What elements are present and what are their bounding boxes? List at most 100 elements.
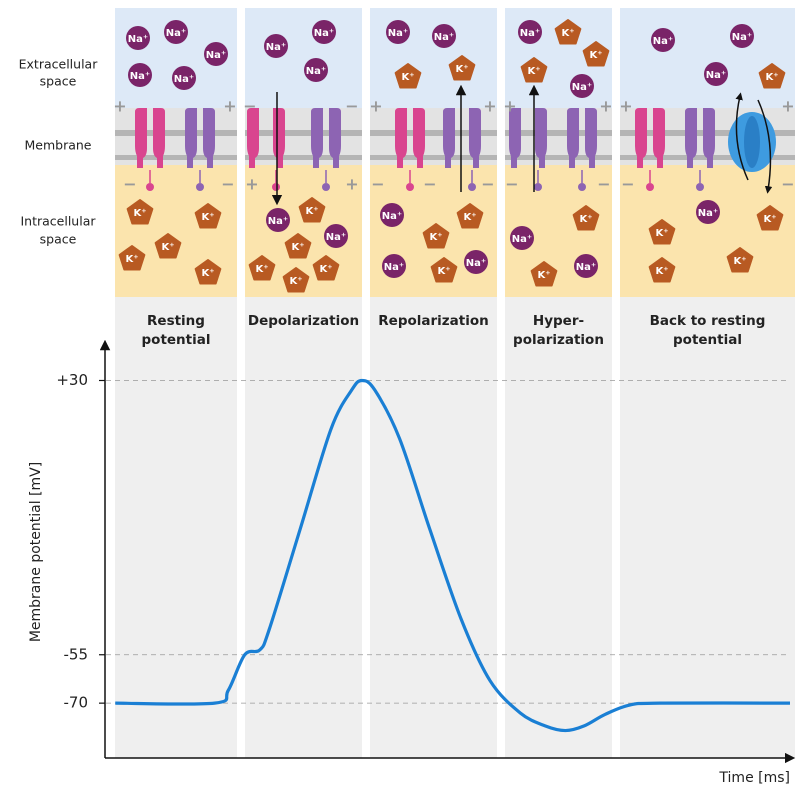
channel-half [247,108,259,168]
potassium-ion [756,205,784,231]
membrane-line [115,155,237,160]
ion-label: Na⁺ [174,74,194,85]
charge-sign: + [781,97,794,116]
channel-gate [146,183,154,191]
potassium-ion [448,55,476,81]
potassium-ion [118,245,146,271]
ion-label: Na⁺ [576,262,596,273]
ion-label: Na⁺ [653,36,673,47]
charge-sign: + [345,175,358,194]
ion-label: Na⁺ [326,232,346,243]
potassium-ion [530,261,558,287]
charge-sign: − [243,97,256,116]
ion-flow-arrow [735,92,749,181]
sodium-ion [574,254,598,278]
channel-gate [196,183,204,191]
charge-sign: + [113,97,126,116]
potassium-ion [726,247,754,273]
channel-half [135,108,147,168]
ion-label: Na⁺ [382,211,402,222]
ion-label: K⁺ [527,66,540,77]
channel-half [535,108,547,168]
charge-sign: + [369,97,382,116]
ion-label: K⁺ [733,256,746,267]
charge-sign: − [781,175,794,194]
ion-channel [635,108,665,191]
ion-label: Na⁺ [166,28,186,39]
charge-sign: − [371,175,384,194]
extracellular-region [245,8,362,108]
ion-label: K⁺ [125,254,138,265]
charge-sign: − [221,175,234,194]
potassium-ion [430,257,458,283]
y-tick-label: +30 [56,371,88,389]
potassium-ion [312,255,340,281]
ion-label: Na⁺ [698,208,718,219]
charge-sign: + [483,97,496,116]
ion-label: Na⁺ [706,70,726,81]
charge-sign: − [345,97,358,116]
sodium-ion [386,20,410,44]
ion-label: K⁺ [305,206,318,217]
charge-sign: − [481,175,494,194]
ion-channel [311,108,341,191]
potassium-ion [648,219,676,245]
channel-gate [534,183,542,191]
potassium-ion [284,233,312,259]
sodium-ion [264,34,288,58]
channel-half [703,108,715,168]
charge-sign: − [505,175,518,194]
channel-half [685,108,697,168]
y-tick-label: -70 [64,694,89,712]
side-label: Extracellular [19,57,99,72]
channel-half [653,108,665,168]
panel-contents: + + − − + + + + + +− − + + − − − − − − −Na⁺Na⁺Na⁺Na⁺ Na⁺K⁺ K⁺… [113,19,795,293]
membrane-line [115,130,237,136]
channel-half [329,108,341,168]
ion-label: K⁺ [537,270,550,281]
ion-label: Na⁺ [306,66,326,77]
sodium-ion [204,42,228,66]
ion-label: Na⁺ [268,216,288,227]
sodium-ion [324,224,348,248]
ion-label: Na⁺ [206,50,226,61]
potassium-ion [282,267,310,293]
membrane-line [505,155,612,160]
phase-label: polarization [513,332,604,348]
membrane-line [245,130,362,136]
side-label: Intracellular [20,214,96,229]
channel-half [469,108,481,168]
ion-label: Na⁺ [130,71,150,82]
sodium-ion [518,20,542,44]
channel-half [567,108,579,168]
sodium-ion [126,26,150,50]
phase-label: potential [142,332,211,348]
channel-half [635,108,647,168]
extracellular-region [370,8,497,108]
sodium-ion [704,62,728,86]
channel-half [273,108,285,168]
charge-sign: + [223,97,236,116]
ion-label: K⁺ [133,208,146,219]
ion-label: Na⁺ [512,234,532,245]
channel-gate [322,183,330,191]
ion-label: Na⁺ [388,28,408,39]
ion-label: Na⁺ [466,258,486,269]
charge-sign: + [245,175,258,194]
potassium-ion [194,203,222,229]
ion-channel [135,108,165,191]
ion-label: K⁺ [765,72,778,83]
sodium-ion [432,24,456,48]
channel-half [203,108,215,168]
na-k-pump-core [744,116,760,168]
ion-label: K⁺ [429,232,442,243]
sodium-ion [312,20,336,44]
ion-channel [395,108,425,191]
ion-flow-arrow [757,99,773,194]
ion-channel [443,108,481,191]
channel-half [395,108,407,168]
channel-gate [272,183,280,191]
channel-gate [406,183,414,191]
channel-half [185,108,197,168]
